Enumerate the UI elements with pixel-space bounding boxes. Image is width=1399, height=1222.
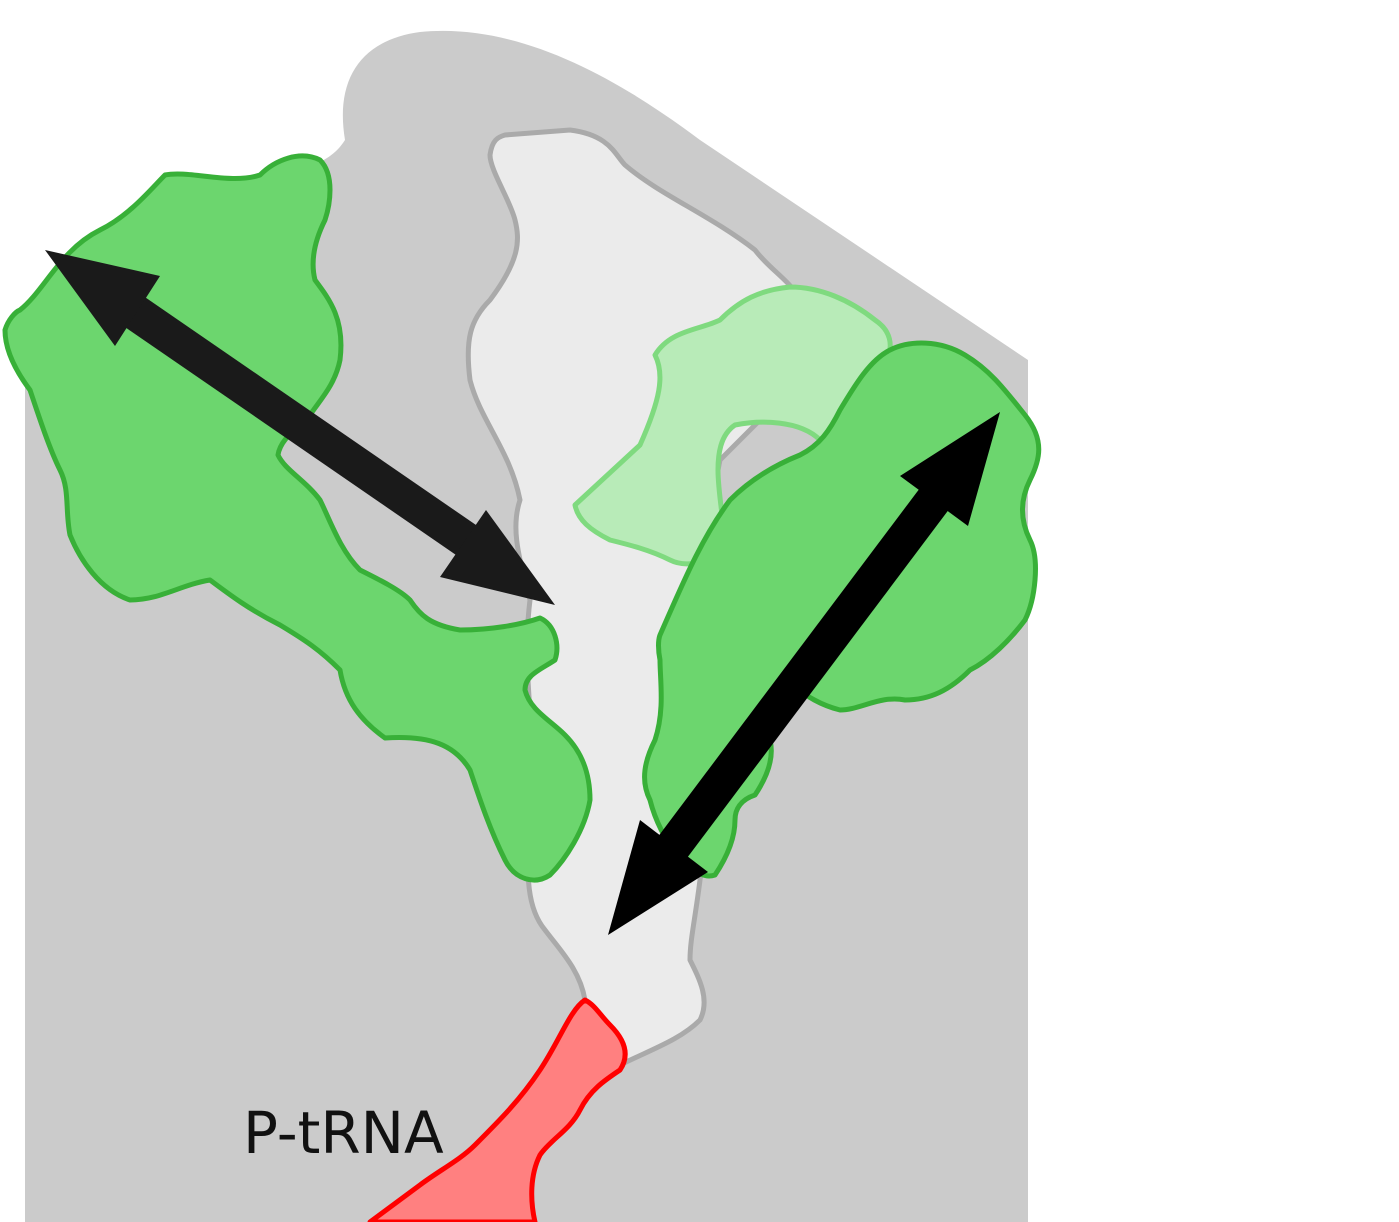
arrow-shaft [89,273,509,577]
arrowhead [45,250,160,346]
double-arrow-right [608,412,1000,935]
double-arrow-left [45,250,555,605]
arrowhead [440,510,555,605]
p-trna [367,997,628,1222]
arrow-shaft [645,467,965,875]
arrowhead [608,820,708,935]
p-trna-label: P-tRNA [243,1099,444,1167]
arrowhead [900,412,1000,526]
